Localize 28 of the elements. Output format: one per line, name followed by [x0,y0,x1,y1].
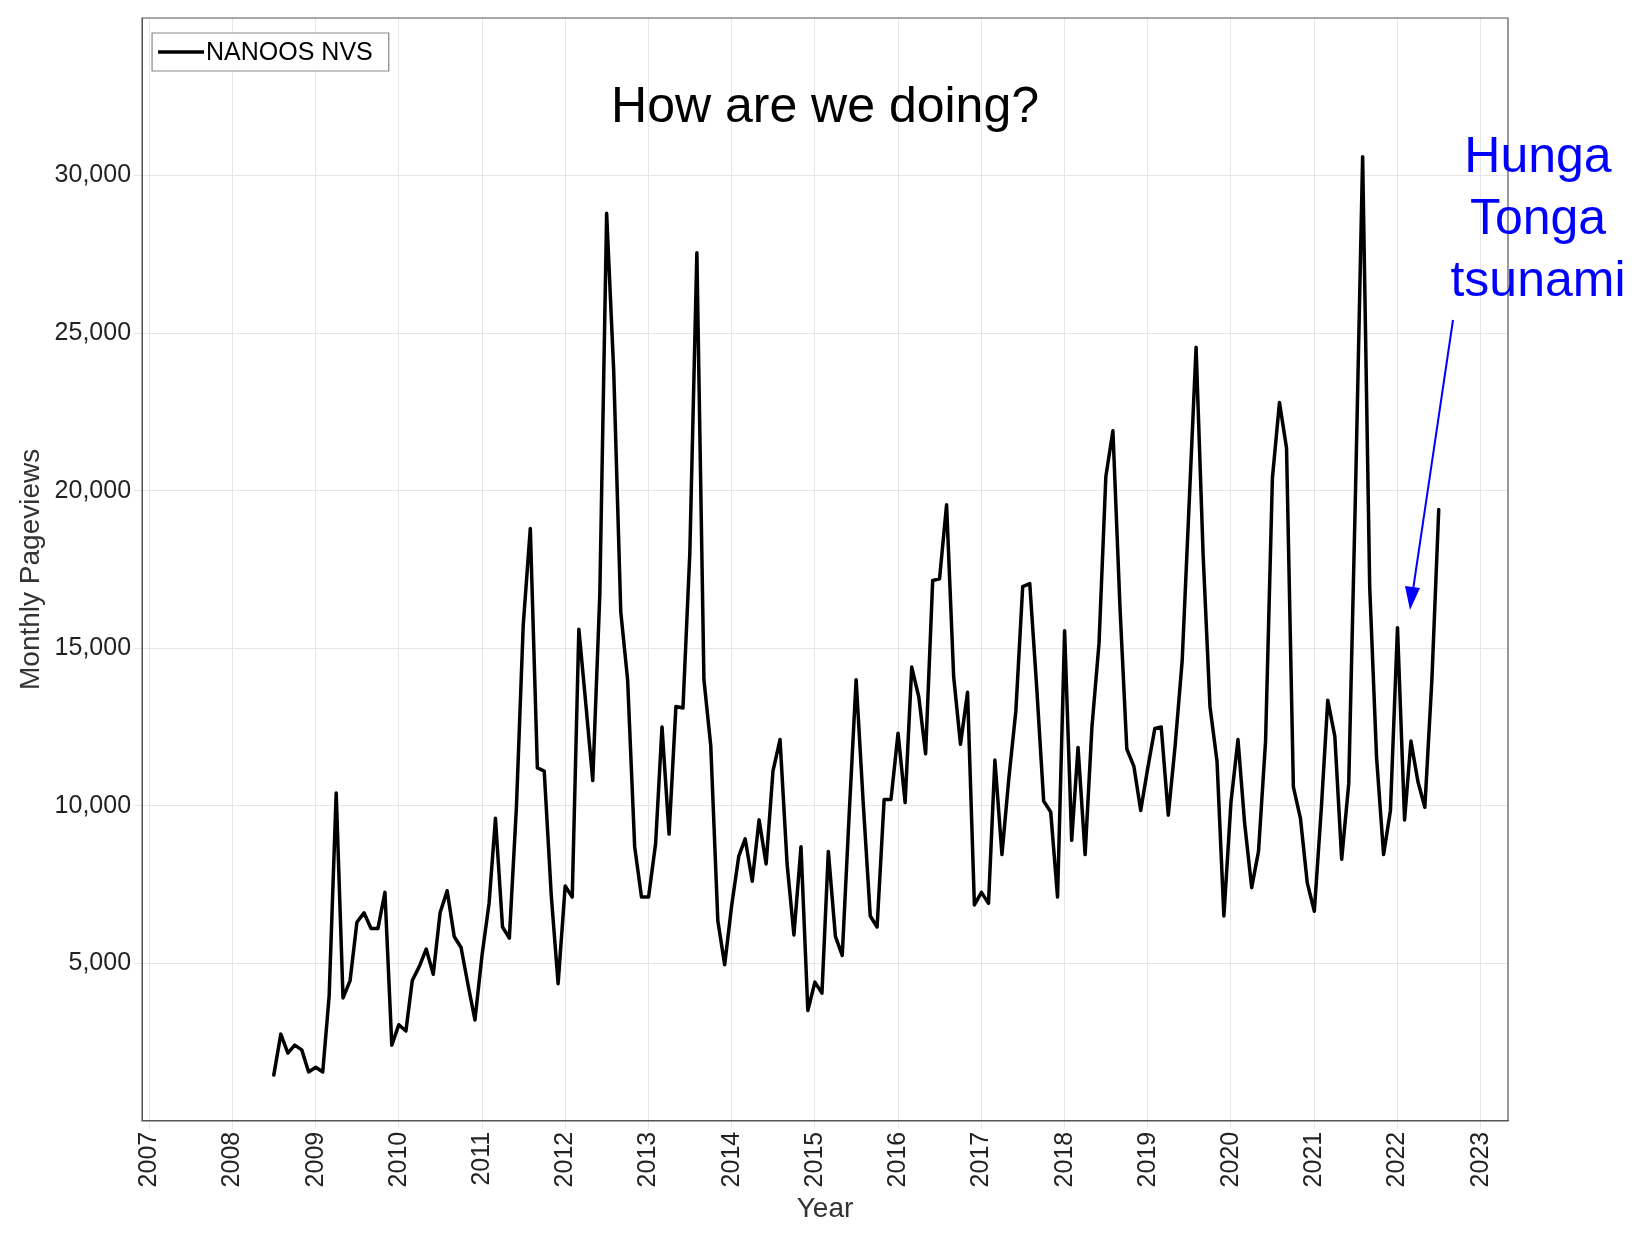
x-axis-title: Year [796,1191,854,1223]
x-tick-label: 2007 [133,1131,162,1188]
x-tick-label: 2013 [632,1131,661,1188]
y-tick-label: 10,000 [54,789,132,818]
annotation: Hunga Tonga tsunami [1450,126,1626,307]
x-tick-label: 2022 [1381,1131,1410,1188]
y-tick-label: 25,000 [54,316,132,345]
y-tick-label: 20,000 [54,474,132,503]
x-tick-label: 2015 [798,1131,827,1188]
text: How are we doing? [611,76,1040,133]
legend-label: NANOOS NVS [206,36,373,65]
x-tick-label: 2009 [299,1131,328,1188]
x-tick-label: 2011 [465,1131,494,1186]
x-tick-label: 2014 [715,1131,744,1188]
x-tick-label: 2016 [881,1131,910,1188]
y-tick-label: 5,000 [68,947,132,976]
x-tick-label: 2023 [1464,1131,1493,1188]
x-tick-label: 2021 [1298,1131,1327,1188]
x-tick-label: 2020 [1214,1131,1243,1188]
x-tick-label: 2017 [965,1131,994,1188]
y-tick-label: 30,000 [54,159,132,188]
x-tick-label: 2019 [1131,1131,1160,1188]
x-tick-label: 2012 [549,1131,578,1188]
y-axis-title: Monthly Pageviews [13,448,45,691]
x-tick-label: 2018 [1048,1131,1077,1188]
y-tick-label: 15,000 [54,632,132,661]
x-tick-label: 2008 [216,1131,245,1188]
x-tick-label: 2010 [382,1131,411,1188]
